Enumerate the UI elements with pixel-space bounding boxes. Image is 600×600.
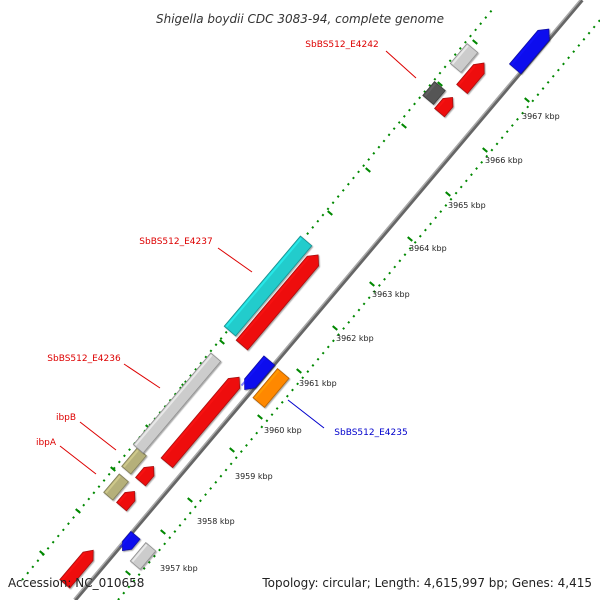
red-gene-3-highlight (436, 99, 446, 110)
label-e4236[interactable]: SbBS512_E4236 (47, 354, 121, 364)
scale-label: 3959 kbp (235, 472, 273, 481)
e4237-leader (217, 247, 253, 273)
major-tick (160, 529, 166, 535)
map-title: Shigella boydii CDC 3083-94, complete ge… (156, 12, 444, 26)
bottom-red-gene-highlight (61, 552, 86, 581)
e4242-gene[interactable] (422, 81, 446, 105)
e4235-gene[interactable] (252, 368, 290, 408)
major-tick (524, 97, 530, 103)
red-gene-4-highlight (458, 65, 476, 86)
top-blue-gene[interactable] (508, 28, 550, 75)
scale-label: 3958 kbp (197, 517, 235, 526)
red-gene-2-highlight (137, 468, 147, 479)
e4237-gene-highlight (225, 237, 302, 328)
major-tick (327, 210, 333, 216)
ibpA-gene[interactable] (103, 473, 129, 501)
e4236-gene-highlight (134, 354, 213, 446)
red-long-gene-1[interactable] (160, 376, 241, 469)
bottom-blue-gene[interactable] (122, 530, 141, 552)
bottom-grey-gene-highlight (131, 544, 148, 563)
bottom-red-gene[interactable] (59, 549, 94, 589)
major-tick (437, 81, 443, 87)
major-tick (332, 325, 338, 331)
major-tick (229, 447, 235, 453)
red-long-gene-1-highlight (162, 379, 231, 460)
e4235-gene-highlight (254, 370, 280, 399)
label-e4242[interactable]: SbBS512_E4242 (305, 40, 378, 50)
major-tick (39, 550, 45, 556)
red-long-gene-2-highlight (237, 256, 310, 342)
ibpA-gene-highlight (105, 475, 121, 494)
scale-label: 3966 kbp (485, 156, 523, 165)
ibpB-leader (79, 421, 117, 451)
top-blue-gene-highlight (510, 31, 541, 66)
ibpA-leader (59, 445, 97, 475)
scale-label: 3961 kbp (299, 379, 337, 388)
bottom-blue-gene-highlight (119, 532, 133, 548)
label-ibpB[interactable]: ibpB (56, 413, 76, 423)
major-tick (401, 123, 407, 129)
e4237-gene[interactable] (223, 235, 313, 337)
major-ticks (39, 39, 530, 576)
label-ibpA[interactable]: ibpA (36, 438, 57, 448)
label-e4237[interactable]: SbBS512_E4237 (139, 237, 212, 247)
upper-grey-gene-highlight (451, 45, 469, 65)
major-tick (257, 414, 263, 420)
red-gene-1[interactable] (116, 490, 136, 512)
e4236-leader (123, 363, 161, 389)
red-long-gene-2[interactable] (235, 254, 320, 351)
scale-label: 3967 kbp (522, 112, 560, 121)
scale-label: 3964 kbp (409, 244, 447, 253)
scale-label: 3957 kbp (160, 564, 198, 573)
red-gene-4[interactable] (456, 62, 485, 95)
topology-label: Topology: circular; Length: 4,615,997 bp… (261, 576, 592, 590)
major-tick (219, 339, 225, 345)
major-tick (369, 281, 375, 287)
upper-grey-gene[interactable] (449, 43, 479, 73)
bottom-grey-gene[interactable] (129, 542, 157, 570)
major-tick (296, 368, 302, 374)
e4242-leader (385, 50, 417, 79)
genome-backbone (73, 0, 584, 600)
scale-label: 3960 kbp (264, 426, 302, 435)
major-tick (407, 236, 413, 242)
scale-label: 3963 kbp (372, 290, 410, 299)
red-gene-2[interactable] (135, 465, 155, 487)
label-e4235[interactable]: SbBS512_E4235 (334, 428, 407, 438)
scale-label: 3962 kbp (336, 334, 374, 343)
major-tick (482, 147, 488, 153)
major-tick (125, 570, 131, 576)
red-gene-1-highlight (118, 493, 128, 504)
red-gene-3[interactable] (434, 96, 454, 118)
e4235-leader (287, 399, 325, 429)
major-tick (187, 497, 193, 503)
e4236-gene[interactable] (132, 352, 222, 454)
e4235-blue-gene-highlight (240, 357, 266, 387)
ibpB-gene-highlight (123, 449, 139, 468)
accession-label: Accession: NC_010658 (8, 576, 144, 590)
major-tick (445, 191, 451, 197)
scale-label: 3965 kbp (448, 201, 486, 210)
genome-backbone-highlight (73, 0, 582, 600)
major-tick (472, 39, 478, 45)
e4242-gene-highlight (424, 83, 437, 97)
gene-features (59, 28, 550, 589)
major-tick (75, 508, 81, 514)
major-tick (365, 167, 371, 173)
major-tick (110, 466, 116, 472)
lower-tick-line (117, 19, 600, 600)
